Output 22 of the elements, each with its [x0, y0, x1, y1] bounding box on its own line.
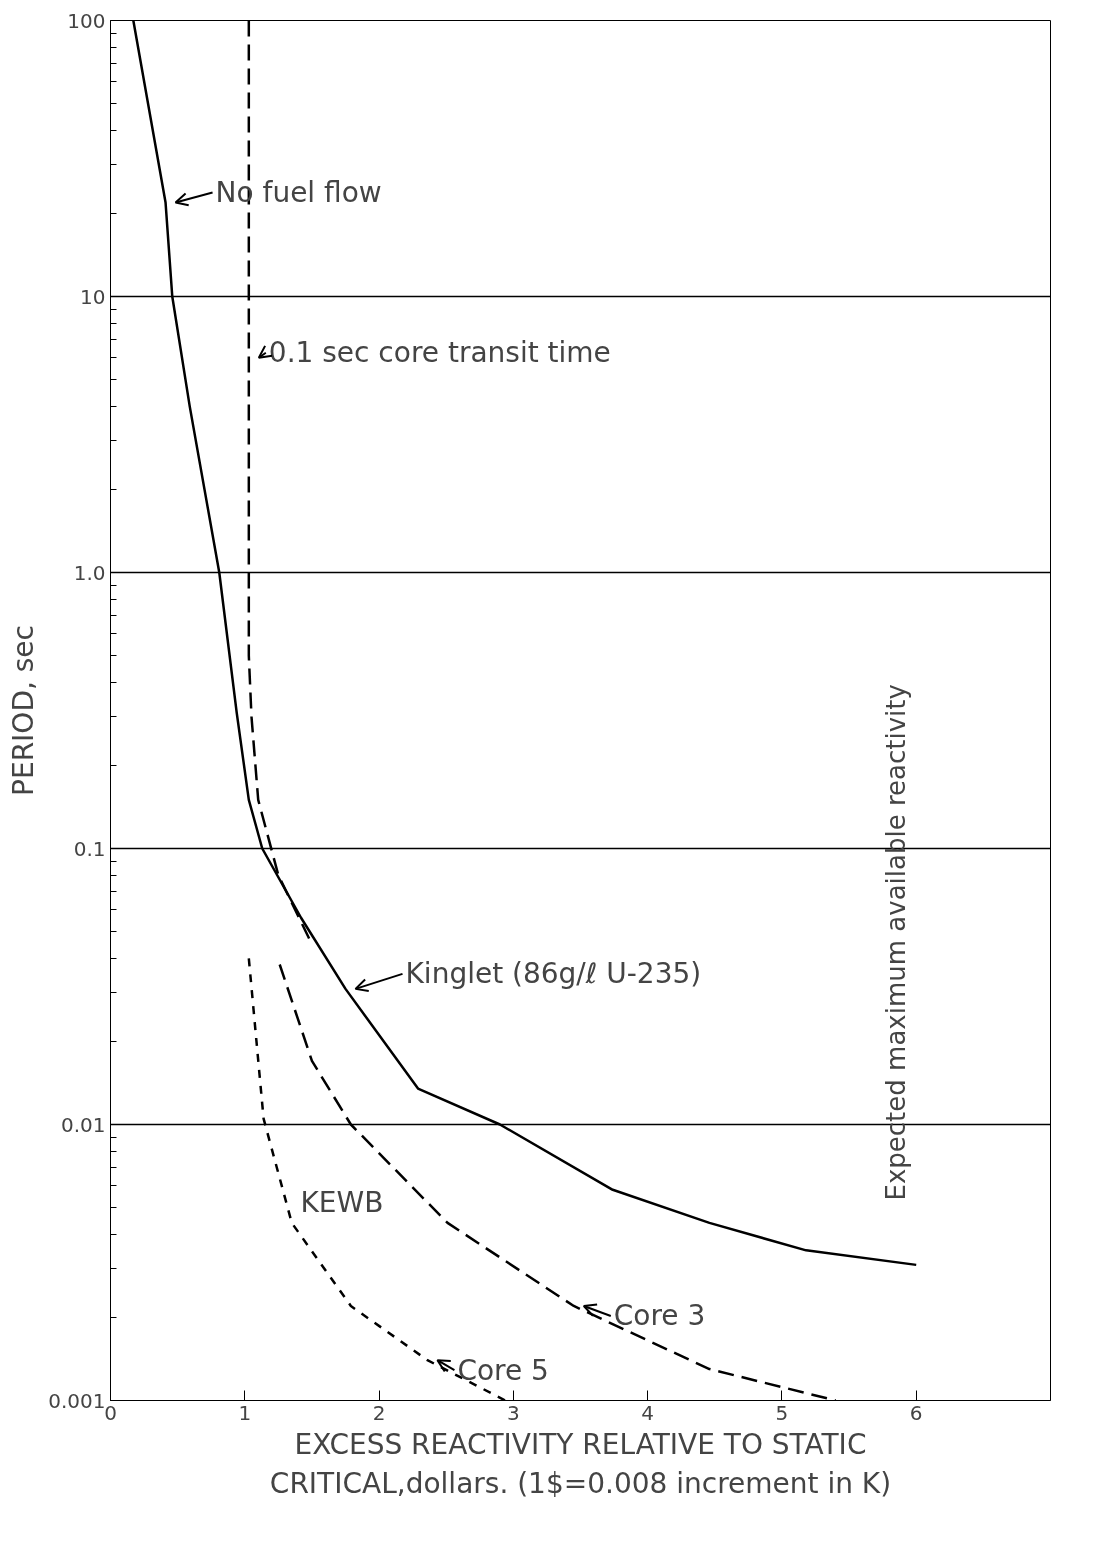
x-tick-label: 6	[909, 1400, 923, 1425]
annotation: No fuel flow	[215, 176, 382, 210]
y-tick-label: 0.01	[60, 1112, 106, 1137]
y-tick-label: 100	[67, 8, 106, 33]
y-tick-label: 10	[80, 284, 106, 309]
x-tick-label: 5	[775, 1400, 789, 1425]
annotation: Core 3	[613, 1299, 706, 1333]
annotation: Expected maximum available reactivity	[880, 684, 911, 1201]
x-tick-label: 2	[372, 1400, 386, 1425]
x-tick-label: 1	[238, 1400, 252, 1425]
annotation: Kinglet (86g/ℓ U-235)	[405, 957, 702, 991]
y-tick-label: 0.1	[73, 836, 106, 861]
y-axis-title: PERIOD, sec	[7, 625, 41, 796]
x-tick-label: 3	[506, 1400, 520, 1425]
x-axis-title: EXCESS REACTIVITY RELATIVE TO STATIC CRITICAL,dollars. (1$=0.008 increment in K)	[269, 1427, 892, 1501]
x-tick-label: 4	[641, 1400, 655, 1425]
y-tick-label: 1.0	[73, 560, 106, 585]
x-tick-label: 0	[104, 1400, 117, 1425]
annotation: 0.1 sec core transit time	[268, 336, 611, 370]
annotation: Core 5	[457, 1353, 549, 1387]
y-tick-label: 0.001	[48, 1388, 106, 1413]
annotation: KEWB	[300, 1185, 384, 1219]
